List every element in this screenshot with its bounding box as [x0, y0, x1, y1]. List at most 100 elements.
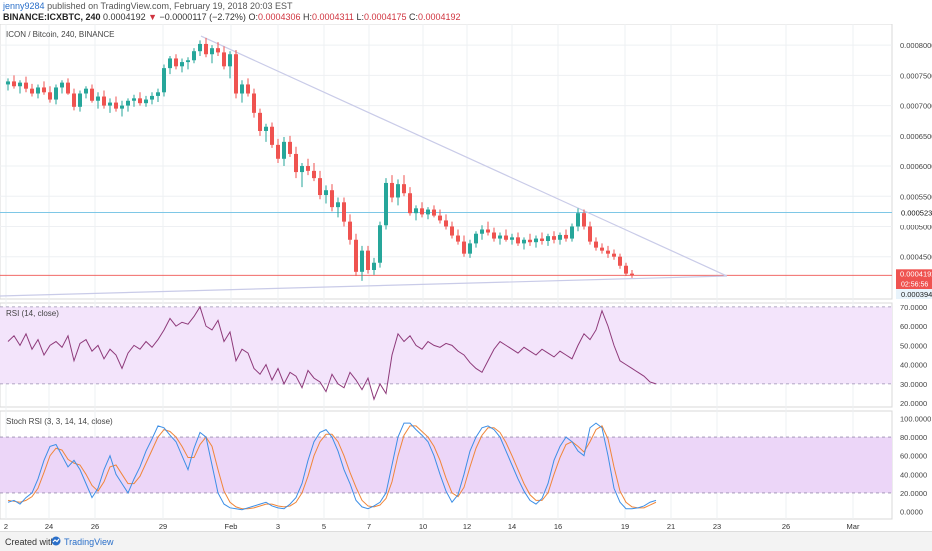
open-label: O:: [248, 12, 258, 22]
candle-body: [612, 253, 616, 257]
candle-body: [30, 88, 34, 94]
stoch-tick-label: 0.0000: [900, 508, 923, 517]
support-label-bg: [896, 289, 932, 299]
candle-body: [540, 238, 544, 241]
candle-body: [342, 202, 346, 222]
x-tick-label: 5: [322, 522, 326, 531]
candle-body: [264, 126, 268, 131]
price-tick-label: 0.0005500: [900, 192, 932, 201]
rsi-tick-label: 60.0000: [900, 322, 927, 331]
chart-canvas[interactable]: 2 24 26 29 Feb 3 5 7 10 12 14 16 19 21 23 26 Mar 0.000800…: [0, 24, 932, 531]
change-value: −0.0000117 (−2.72%): [159, 12, 246, 22]
candle-body: [468, 243, 472, 254]
candle-body: [12, 81, 16, 87]
tradingview-logo-icon: [51, 536, 61, 546]
candle-body: [396, 184, 400, 198]
stoch-tick-label: 100.0000: [900, 414, 931, 423]
high-value: 0.0004311: [312, 12, 354, 22]
candle-body: [258, 112, 262, 131]
tradingview-brand[interactable]: TradingView: [64, 537, 114, 547]
candle-body: [390, 182, 394, 198]
x-tick-label: 23: [713, 522, 721, 531]
candle-body: [444, 220, 448, 227]
symbol-label: BINANCE:ICXBTC, 240: [3, 12, 101, 22]
candle-body: [180, 62, 184, 67]
rsi-tick-label: 70.0000: [900, 303, 927, 312]
candle-body: [558, 234, 562, 240]
hline-price-label: 0.0005231: [901, 209, 932, 218]
candle-body: [366, 250, 370, 270]
x-tick-label: 26: [91, 522, 99, 531]
candle-body: [462, 241, 466, 254]
x-tick-label: 14: [508, 522, 516, 531]
candle-body: [36, 87, 40, 94]
candle-body: [96, 96, 100, 101]
candle-body: [240, 84, 244, 94]
candle-body: [54, 87, 58, 100]
candle-body: [414, 208, 418, 214]
candle-body: [450, 226, 454, 236]
x-tick-label: 3: [276, 522, 280, 531]
candle-body: [72, 93, 76, 107]
x-tick-label: Mar: [847, 522, 860, 531]
x-tick-label: 26: [782, 522, 790, 531]
candle-body: [156, 92, 160, 96]
rsi-tick-label: 20.0000: [900, 399, 927, 408]
candle-body: [426, 209, 430, 215]
price-panel[interactable]: [0, 24, 893, 300]
candle-body: [360, 250, 364, 272]
axis-labels: 2 24 26 29 Feb 3 5 7 10 12 14 16 19 21 23 26 Mar 0.000800…: [4, 41, 932, 531]
open-value: 0.0004306: [257, 12, 301, 22]
candle-body: [624, 265, 628, 274]
candle-body: [432, 209, 436, 216]
low-label: L:: [356, 12, 364, 22]
candle-body: [282, 141, 286, 159]
candle-body: [618, 256, 622, 266]
price-panel-title: ICON / Bitcoin, 240, BINANCE: [6, 30, 114, 39]
last-price: 0.0004192: [103, 12, 146, 22]
candle-body: [552, 236, 556, 240]
publish-info: jenny9284 published on TradingView.com, …: [3, 1, 293, 11]
candle-body: [60, 82, 64, 88]
candle-body: [216, 48, 220, 53]
candle-body: [42, 87, 46, 93]
last-price-badge: [896, 269, 932, 290]
x-tick-label: 29: [159, 522, 167, 531]
stoch-tick-label: 60.0000: [900, 452, 927, 461]
candle-body: [486, 229, 490, 233]
candle-body: [84, 88, 88, 94]
candle-body: [222, 52, 226, 67]
candle-body: [354, 239, 358, 272]
candle-body: [306, 166, 310, 171]
candlesticks: [6, 37, 634, 281]
candle-body: [348, 221, 352, 240]
stoch-k-series: [7, 422, 657, 511]
candle-body: [606, 250, 610, 254]
candle-body: [480, 229, 484, 234]
candle-body: [372, 262, 376, 270]
candle-body: [312, 170, 316, 179]
candle-body: [456, 235, 460, 242]
low-value: 0.0004175: [363, 12, 407, 22]
candle-body: [408, 193, 412, 214]
x-tick-label: Feb: [225, 522, 238, 531]
stoch-tick-label: 20.0000: [900, 489, 927, 498]
publish-text: published on TradingView.com, February 1…: [47, 1, 293, 11]
candle-body: [504, 235, 508, 240]
candle-body: [630, 273, 634, 276]
price-tick-label: 0.0006500: [900, 132, 932, 141]
price-tick-label: 0.0005000: [900, 222, 932, 231]
down-triangle-icon: ▼: [148, 12, 158, 22]
upper-trendline: [200, 35, 728, 277]
author-link[interactable]: jenny9284: [3, 1, 45, 11]
indicator-band: [0, 437, 892, 493]
candle-body: [246, 84, 250, 94]
candle-body: [126, 100, 130, 106]
candle-body: [564, 234, 568, 239]
candle-body: [534, 238, 538, 243]
candle-body: [186, 60, 190, 63]
candle-body: [492, 232, 496, 239]
stoch-tick-label: 80.0000: [900, 433, 927, 442]
footer: Created with TradingView: [0, 531, 932, 551]
candle-body: [384, 182, 388, 226]
